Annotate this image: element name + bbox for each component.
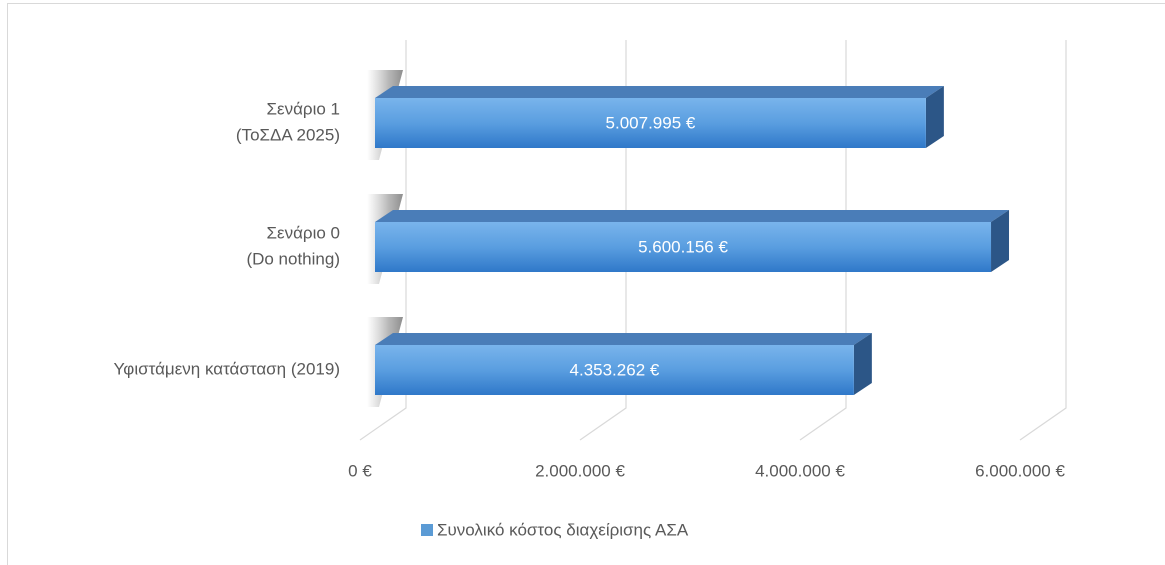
y-tick-label: Υφιστάμενη κατάσταση (2019) xyxy=(114,359,340,378)
bar-side xyxy=(925,86,944,148)
grid-line xyxy=(1019,40,1067,441)
y-tick-label: (Do nothing) xyxy=(246,249,340,268)
data-label: 5.007.995 € xyxy=(606,113,696,132)
x-tick-label: 2.000.000 € xyxy=(535,461,625,480)
y-tick-label: Σενάριο 1 xyxy=(267,99,341,118)
bar-top xyxy=(375,210,1010,222)
bar-side xyxy=(991,210,1010,272)
bar-side xyxy=(853,333,872,395)
bar-front xyxy=(375,98,926,148)
data-label: 5.600.156 € xyxy=(638,237,728,256)
bar-top xyxy=(375,333,872,345)
bar xyxy=(375,210,1010,272)
grid-line xyxy=(799,40,847,441)
bar xyxy=(375,333,872,395)
grid-line xyxy=(579,40,627,441)
data-label: 4.353.262 € xyxy=(570,360,660,379)
bar-front xyxy=(375,222,992,272)
x-tick-label: 4.000.000 € xyxy=(755,461,845,480)
y-tick-label: Σενάριο 0 xyxy=(267,223,341,242)
x-tick-label: 6.000.000 € xyxy=(975,461,1065,480)
grid-line xyxy=(359,40,407,441)
x-tick-label: 0 € xyxy=(348,461,372,480)
bar-top xyxy=(375,86,944,98)
y-tick-label: (ΤοΣΔΑ 2025) xyxy=(236,125,340,144)
bar-front xyxy=(375,345,854,395)
chart-frame xyxy=(7,3,1165,565)
bar xyxy=(375,86,944,148)
legend-label: Συνολικό κόστος διαχείρισης ΑΣΑ xyxy=(437,520,689,539)
legend-swatch xyxy=(421,524,433,536)
